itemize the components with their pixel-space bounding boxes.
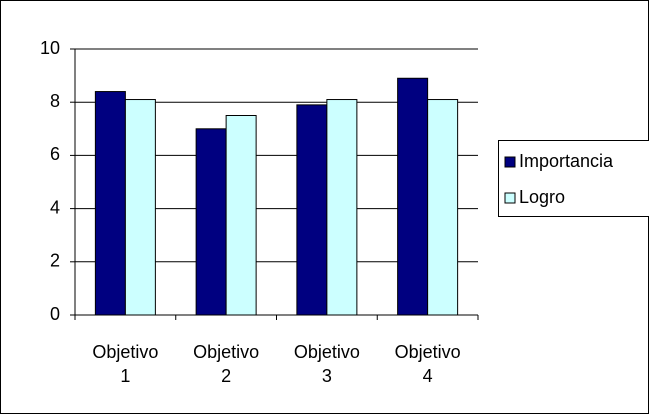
legend-label: Logro [519,187,565,207]
y-tick-label: 6 [50,144,60,164]
x-tick-label: Objetivo 4 [394,342,461,386]
y-tick-label: 10 [40,38,60,58]
legend-swatch [504,156,516,168]
bar [225,115,257,316]
bar [124,99,156,316]
legend-swatch [504,192,516,204]
x-tick-label: Objetivo 1 [92,342,159,386]
x-tick-label: Objetivo 3 [293,342,360,386]
legend-box [498,140,649,217]
bar [326,99,358,316]
y-tick-label: 2 [50,251,60,271]
y-tick-label: 8 [50,91,60,111]
bar [296,104,328,316]
bar [195,128,227,316]
legend-label: Importancia [519,151,614,171]
bar [427,99,459,316]
x-tick-label: Objetivo 2 [193,342,260,386]
y-tick-label: 4 [50,197,60,217]
bar [94,91,126,316]
bar [397,77,429,316]
y-tick-label: 0 [50,304,60,324]
